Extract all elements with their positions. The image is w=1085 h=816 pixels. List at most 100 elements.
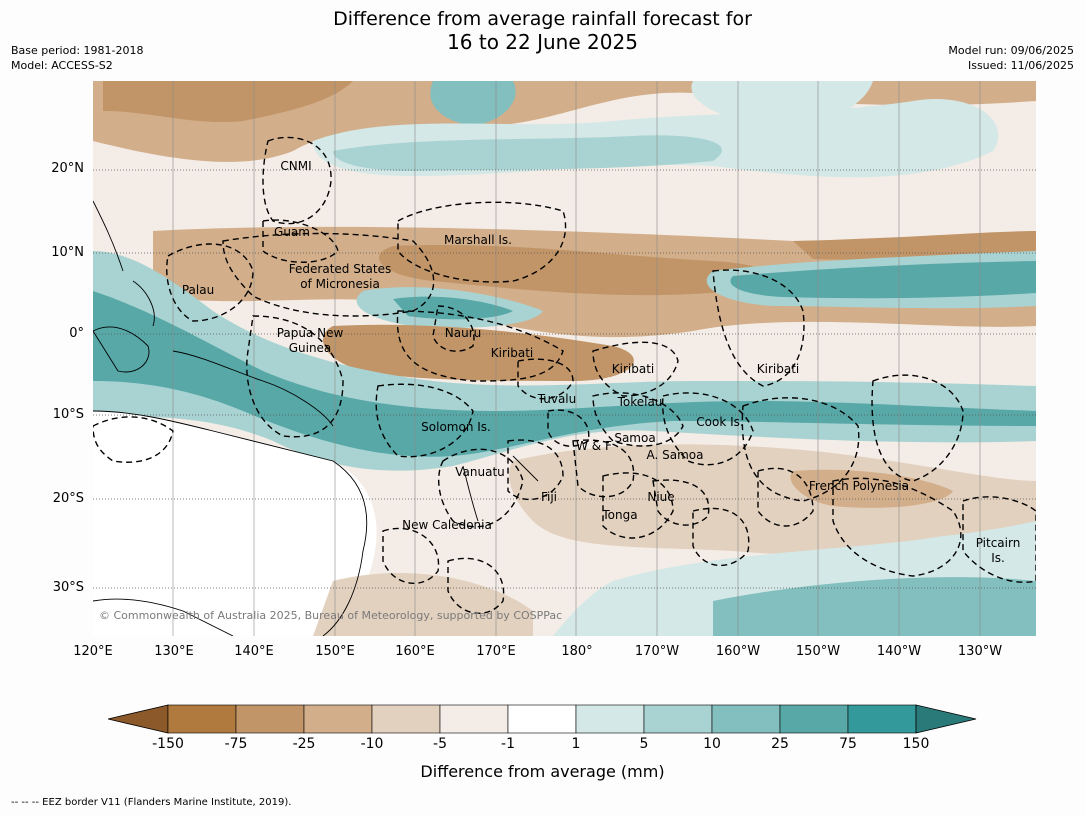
colorbar-tick: -5 — [433, 736, 447, 752]
colorbar-tick: 75 — [839, 736, 857, 752]
colorbar-cell — [643, 704, 713, 734]
rainfall-anomaly-map — [93, 81, 1036, 636]
colorbar-cell — [575, 704, 645, 734]
teal-southern-core — [713, 577, 1036, 636]
place-label-fsm-2: of Micronesia — [300, 277, 380, 291]
colorbar-over-arrow — [915, 704, 977, 734]
place-label-tonga: Tonga — [602, 508, 638, 522]
lon-label: 160°E — [395, 644, 435, 659]
place-label-fiji: Fiji — [540, 490, 558, 504]
colorbar-tick: 150 — [902, 736, 930, 752]
place-label-guam: Guam — [274, 225, 310, 239]
colorbar-tick: -25 — [292, 736, 316, 752]
place-label-french-polynesia: French Polynesia — [808, 479, 910, 493]
copyright-note: © Commonwealth of Australia 2025, Bureau… — [99, 609, 563, 622]
lon-label: 150°W — [795, 644, 841, 659]
colorbar-label: Difference from average (mm) — [420, 762, 665, 781]
place-label-png-1: Papua New — [276, 326, 344, 340]
place-label-fsm-1: Federated States — [288, 262, 392, 276]
brown-south — [509, 444, 1036, 556]
lon-label: 170°E — [476, 644, 516, 659]
lon-label: 120°E — [73, 644, 113, 659]
place-label-cnmi: CNMI — [280, 159, 312, 173]
issued-text: Issued: 11/06/2025 — [967, 59, 1074, 72]
brown-south-core — [790, 469, 953, 508]
lon-label: 140°E — [234, 644, 274, 659]
place-label-wallis-futuna: W & F — [576, 439, 612, 453]
colorbar-tick: 10 — [703, 736, 721, 752]
colorbar-tick: -150 — [152, 736, 184, 752]
colorbar-tick: 25 — [771, 736, 789, 752]
teal-patch-north — [430, 81, 516, 126]
lat-label: 0° — [69, 326, 84, 341]
brown-core-north — [103, 81, 353, 123]
place-label-tokelau: Tokelau — [617, 395, 663, 409]
lat-label: 10°S — [52, 407, 84, 422]
place-label-tuvalu: Tuvalu — [537, 392, 577, 406]
place-label-png-2: Guinea — [288, 341, 332, 355]
place-label-marshall: Marshall Is. — [444, 233, 512, 247]
map-title: Difference from average rainfall forecas… — [0, 8, 1085, 54]
land-australia — [93, 411, 377, 636]
place-label-pitcairn-2: Is. — [991, 551, 1005, 565]
eez-borders — [93, 136, 1036, 615]
colorbar-cell — [847, 704, 917, 734]
brown-equator — [323, 324, 634, 381]
place-label-american-samoa: A. Samoa — [646, 448, 704, 462]
place-label-pitcairn-1: Pitcairn — [975, 536, 1021, 550]
colorbar-cells — [167, 704, 917, 734]
colorbar-cell — [167, 704, 237, 734]
colorbar-tick: -10 — [360, 736, 384, 752]
colorbar-tick: -1 — [501, 736, 515, 752]
lat-label: 20°N — [51, 161, 84, 176]
lon-label: 170°W — [634, 644, 680, 659]
lon-label: 150°E — [315, 644, 355, 659]
eez-legend-note: -- -- -- EEZ border V11 (Flanders Marine… — [11, 797, 292, 808]
place-label-palau: Palau — [181, 283, 215, 297]
place-label-solomon: Solomon Is. — [421, 420, 491, 434]
teal-north-band — [333, 135, 722, 171]
base-period-text: Base period: 1981-2018 — [11, 44, 144, 57]
brown-region-north — [93, 81, 1036, 162]
place-label-samoa: Samoa — [614, 431, 656, 445]
place-label-new-caledonia: New Caledonia — [402, 518, 492, 532]
teal-core-east — [730, 261, 1036, 299]
place-label-kiribati-west: Kiribati — [490, 346, 534, 360]
colorbar-cell — [371, 704, 441, 734]
neutral-band — [153, 173, 1036, 218]
lon-label: 130°W — [957, 644, 1003, 659]
graticule — [172, 81, 981, 636]
place-label-niue: Niue — [647, 490, 675, 504]
place-label-vanuatu: Vanuatu — [455, 465, 505, 479]
colorbar-cell — [507, 704, 577, 734]
colorbar-tick: -75 — [224, 736, 248, 752]
issue-info: Model run: 09/06/2025 Issued: 11/06/2025 — [948, 43, 1074, 73]
lon-label: 130°E — [154, 644, 194, 659]
colorbar — [108, 704, 977, 734]
base-period-info: Base period: 1981-2018 Model: ACCESS-S2 — [11, 43, 143, 73]
model-run-text: Model run: 09/06/2025 — [948, 44, 1074, 57]
colorbar-cell — [711, 704, 781, 734]
teal-north-east — [691, 81, 873, 127]
lat-label: 10°N — [51, 245, 84, 260]
place-label-nauru: Nauru — [444, 326, 482, 340]
colorbar-cell — [235, 704, 305, 734]
model-text: Model: ACCESS-S2 — [11, 59, 113, 72]
title-line-1: Difference from average rainfall forecas… — [333, 8, 752, 30]
title-line-2: 16 to 22 June 2025 — [447, 30, 638, 54]
place-label-kiribati-east: Kiribati — [756, 362, 800, 376]
latitude-lines — [93, 169, 1036, 589]
lon-label: 180° — [561, 644, 593, 659]
colorbar-tick: 5 — [639, 736, 649, 752]
lat-label: 20°S — [52, 491, 84, 506]
colorbar-cell — [439, 704, 509, 734]
colorbar-under-arrow — [108, 704, 169, 734]
lat-label: 30°S — [52, 580, 84, 595]
brown-southwest — [313, 572, 533, 636]
place-label-kiribati-central: Kiribati — [611, 362, 655, 376]
coastlines — [93, 200, 539, 636]
colorbar-tick: 1 — [571, 736, 581, 752]
place-label-cook: Cook Is. — [696, 415, 744, 429]
colorbar-cell — [303, 704, 373, 734]
colorbar-cell — [779, 704, 849, 734]
